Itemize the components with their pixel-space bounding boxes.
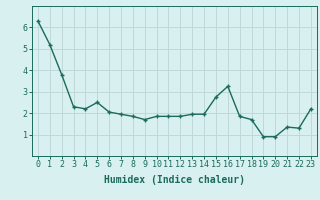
X-axis label: Humidex (Indice chaleur): Humidex (Indice chaleur) — [104, 175, 245, 185]
